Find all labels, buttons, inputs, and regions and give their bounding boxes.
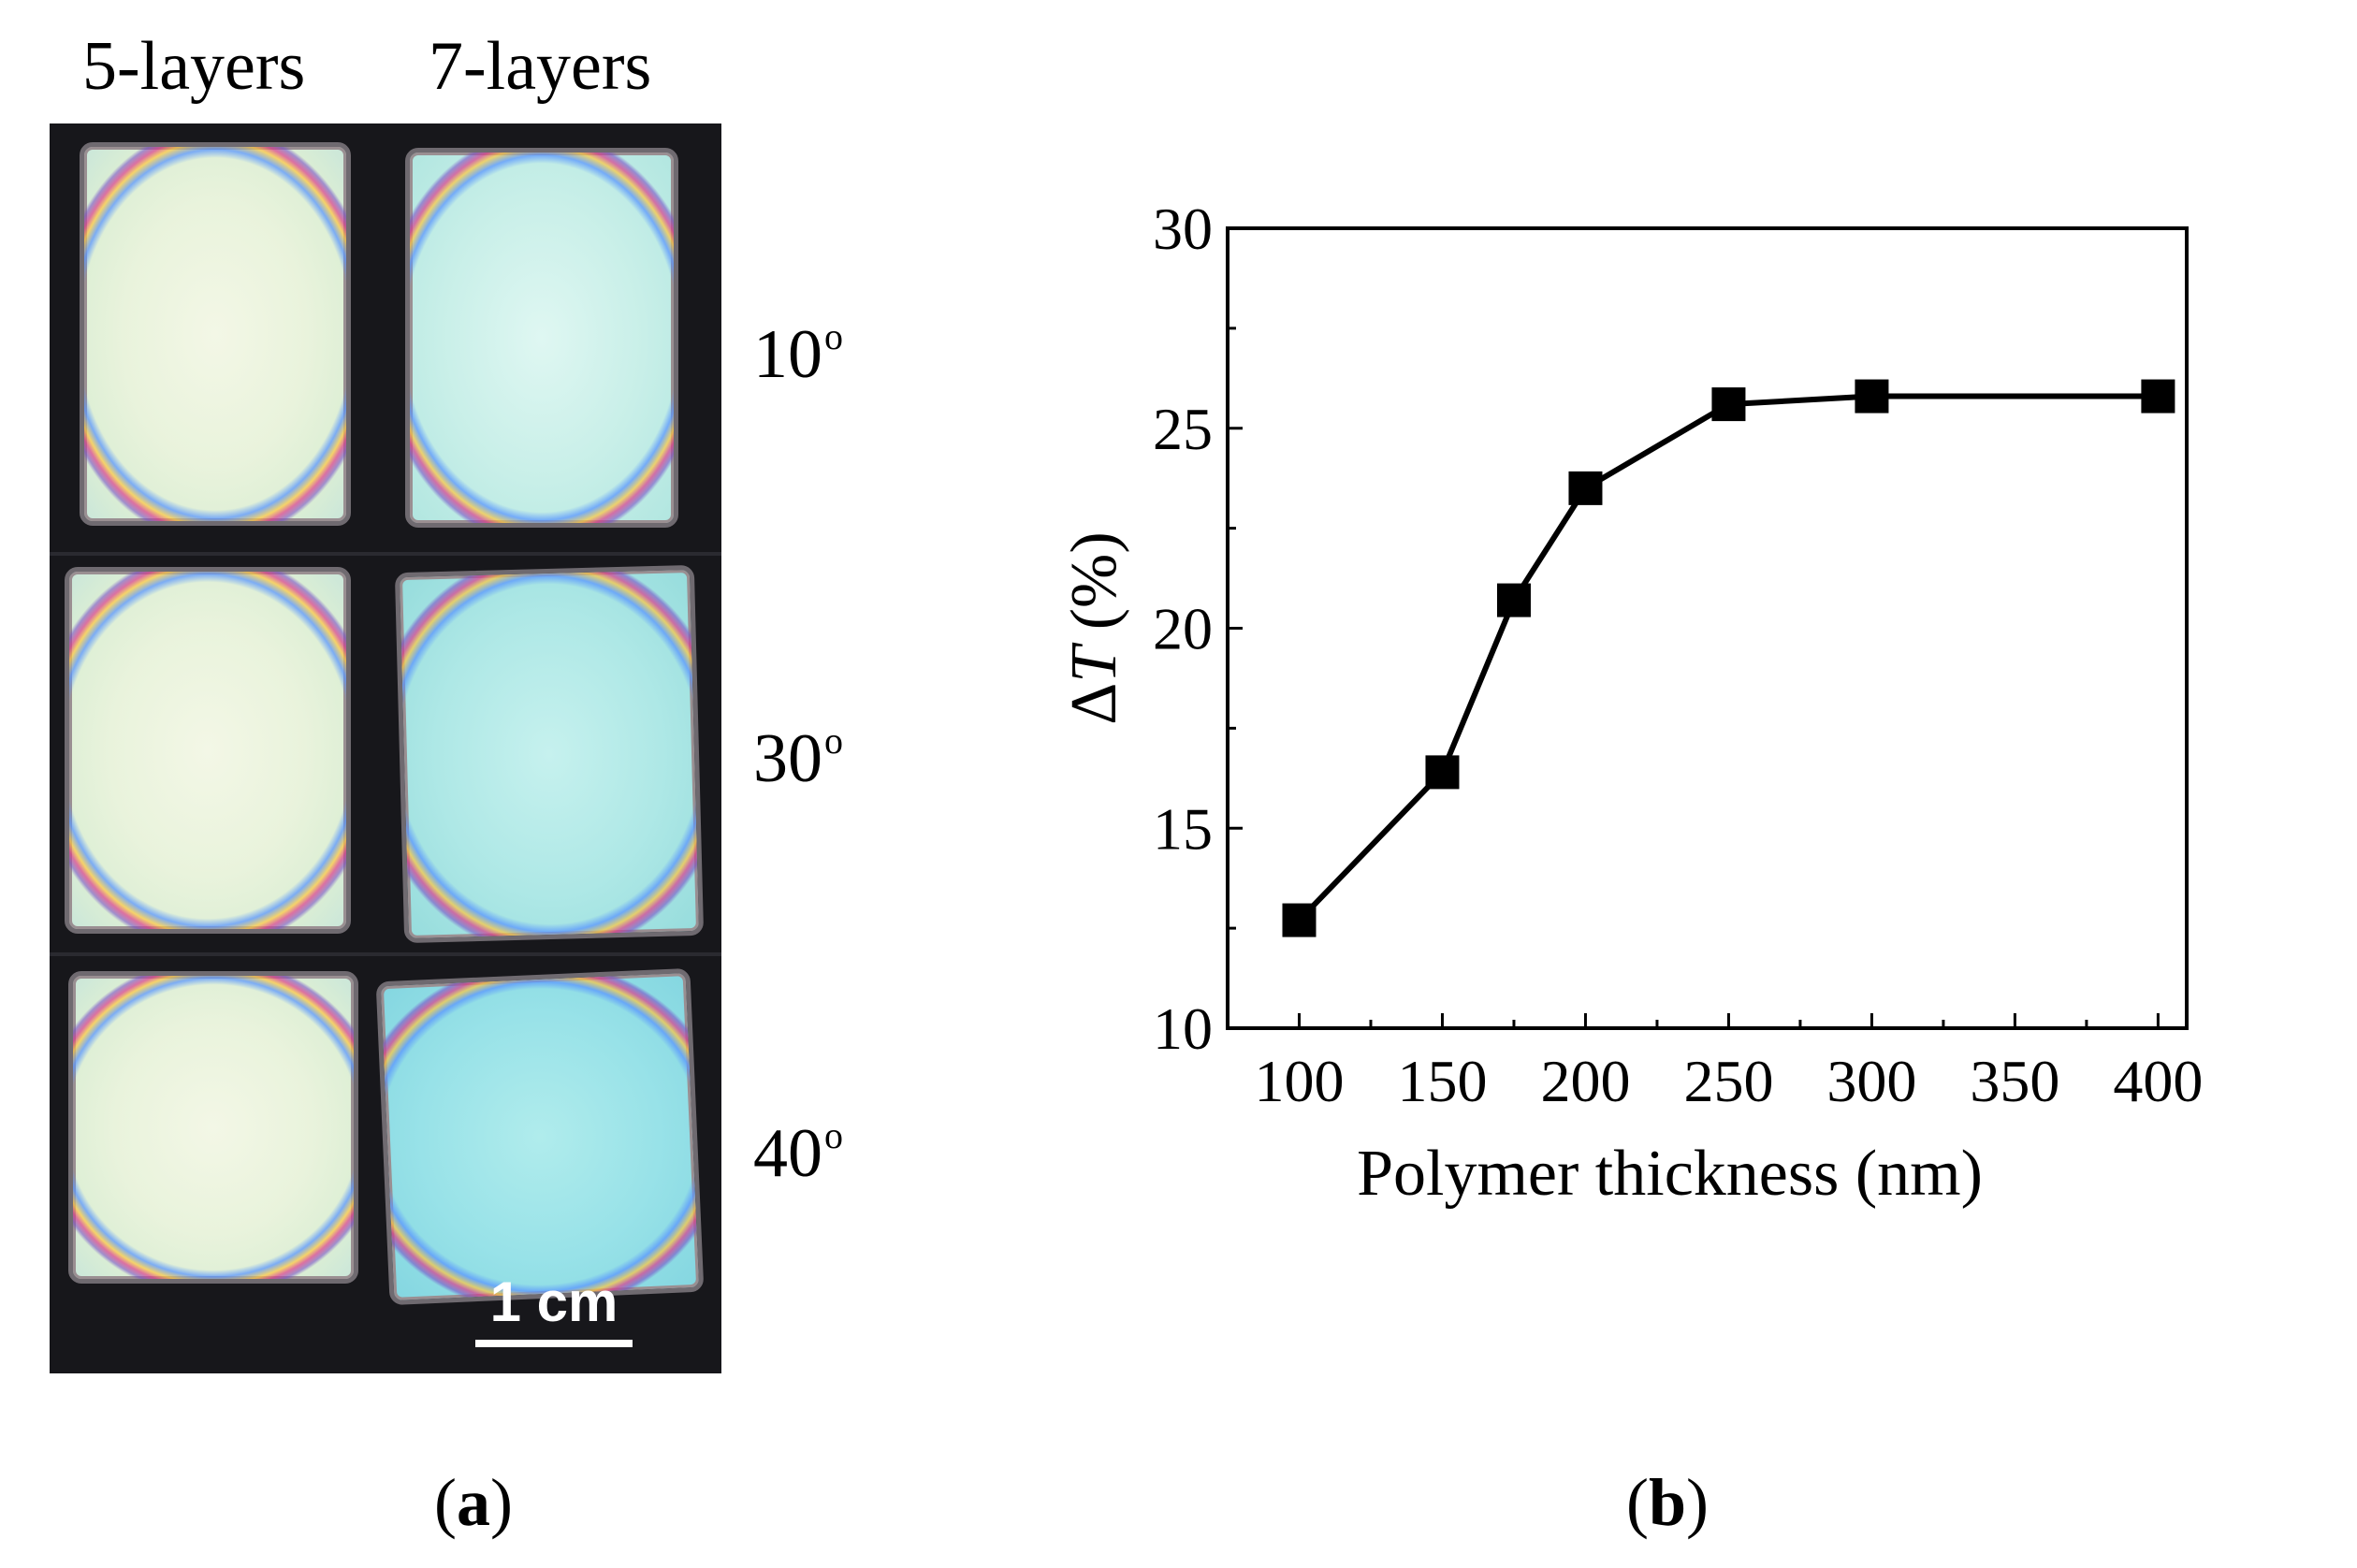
x-tick-label: 200 bbox=[1540, 1048, 1630, 1114]
series-line bbox=[1297, 393, 2159, 922]
data-point-marker bbox=[1568, 471, 1603, 505]
sample-5-layers-10 bbox=[80, 142, 351, 526]
data-point-marker bbox=[2141, 379, 2175, 414]
photo-row-divider bbox=[50, 952, 721, 956]
x-axis-title: Polymer thickness (nm) bbox=[1357, 1138, 1983, 1210]
data-point-marker bbox=[1855, 379, 1889, 414]
y-tick-label: 10 bbox=[1153, 995, 1213, 1062]
thickness-chart: 10 15 20 25 30 100 150 200 250 300 350 400 Polymer t… bbox=[1058, 196, 2203, 1210]
angle-label-30: 30o bbox=[753, 719, 843, 797]
photo-row-divider bbox=[50, 552, 721, 556]
angle-label-10: 10o bbox=[753, 315, 843, 393]
data-point-marker bbox=[1425, 755, 1460, 790]
y-axis-title: ΔT (%) bbox=[1058, 531, 1130, 724]
data-point-marker bbox=[1711, 387, 1746, 422]
y-tick-label: 30 bbox=[1153, 196, 1213, 262]
y-tick-label: 20 bbox=[1153, 596, 1213, 662]
sample-7-layers-10 bbox=[405, 148, 678, 528]
sample-photo bbox=[50, 123, 721, 1373]
y-tick-label: 25 bbox=[1153, 396, 1213, 462]
sample-7-layers-40 bbox=[375, 967, 705, 1306]
column-label-7-layers: 7-layers bbox=[429, 28, 652, 105]
sample-7-layers-30 bbox=[394, 564, 705, 944]
panel-label-b: (b) bbox=[1626, 1465, 1710, 1540]
x-tick-label: 400 bbox=[2113, 1048, 2203, 1114]
data-point-marker bbox=[1496, 583, 1531, 617]
x-tick-label: 100 bbox=[1254, 1048, 1344, 1114]
angle-label-40: 40o bbox=[753, 1114, 843, 1192]
x-tick-label: 350 bbox=[1970, 1048, 2059, 1114]
scale-bar-label: 1 cm bbox=[489, 1270, 618, 1333]
data-point-marker bbox=[1282, 903, 1317, 937]
panel-label-a: (a) bbox=[434, 1465, 513, 1540]
plot-frame bbox=[1226, 226, 2189, 1030]
sample-5-layers-30 bbox=[65, 567, 351, 934]
x-tick-label: 300 bbox=[1826, 1048, 1916, 1114]
scale-bar bbox=[475, 1340, 633, 1347]
x-tick-label: 250 bbox=[1683, 1048, 1773, 1114]
column-label-5-layers: 5-layers bbox=[82, 28, 306, 105]
x-tick-label: 150 bbox=[1397, 1048, 1487, 1114]
y-tick-label: 15 bbox=[1153, 795, 1213, 862]
sample-5-layers-40 bbox=[68, 971, 358, 1284]
